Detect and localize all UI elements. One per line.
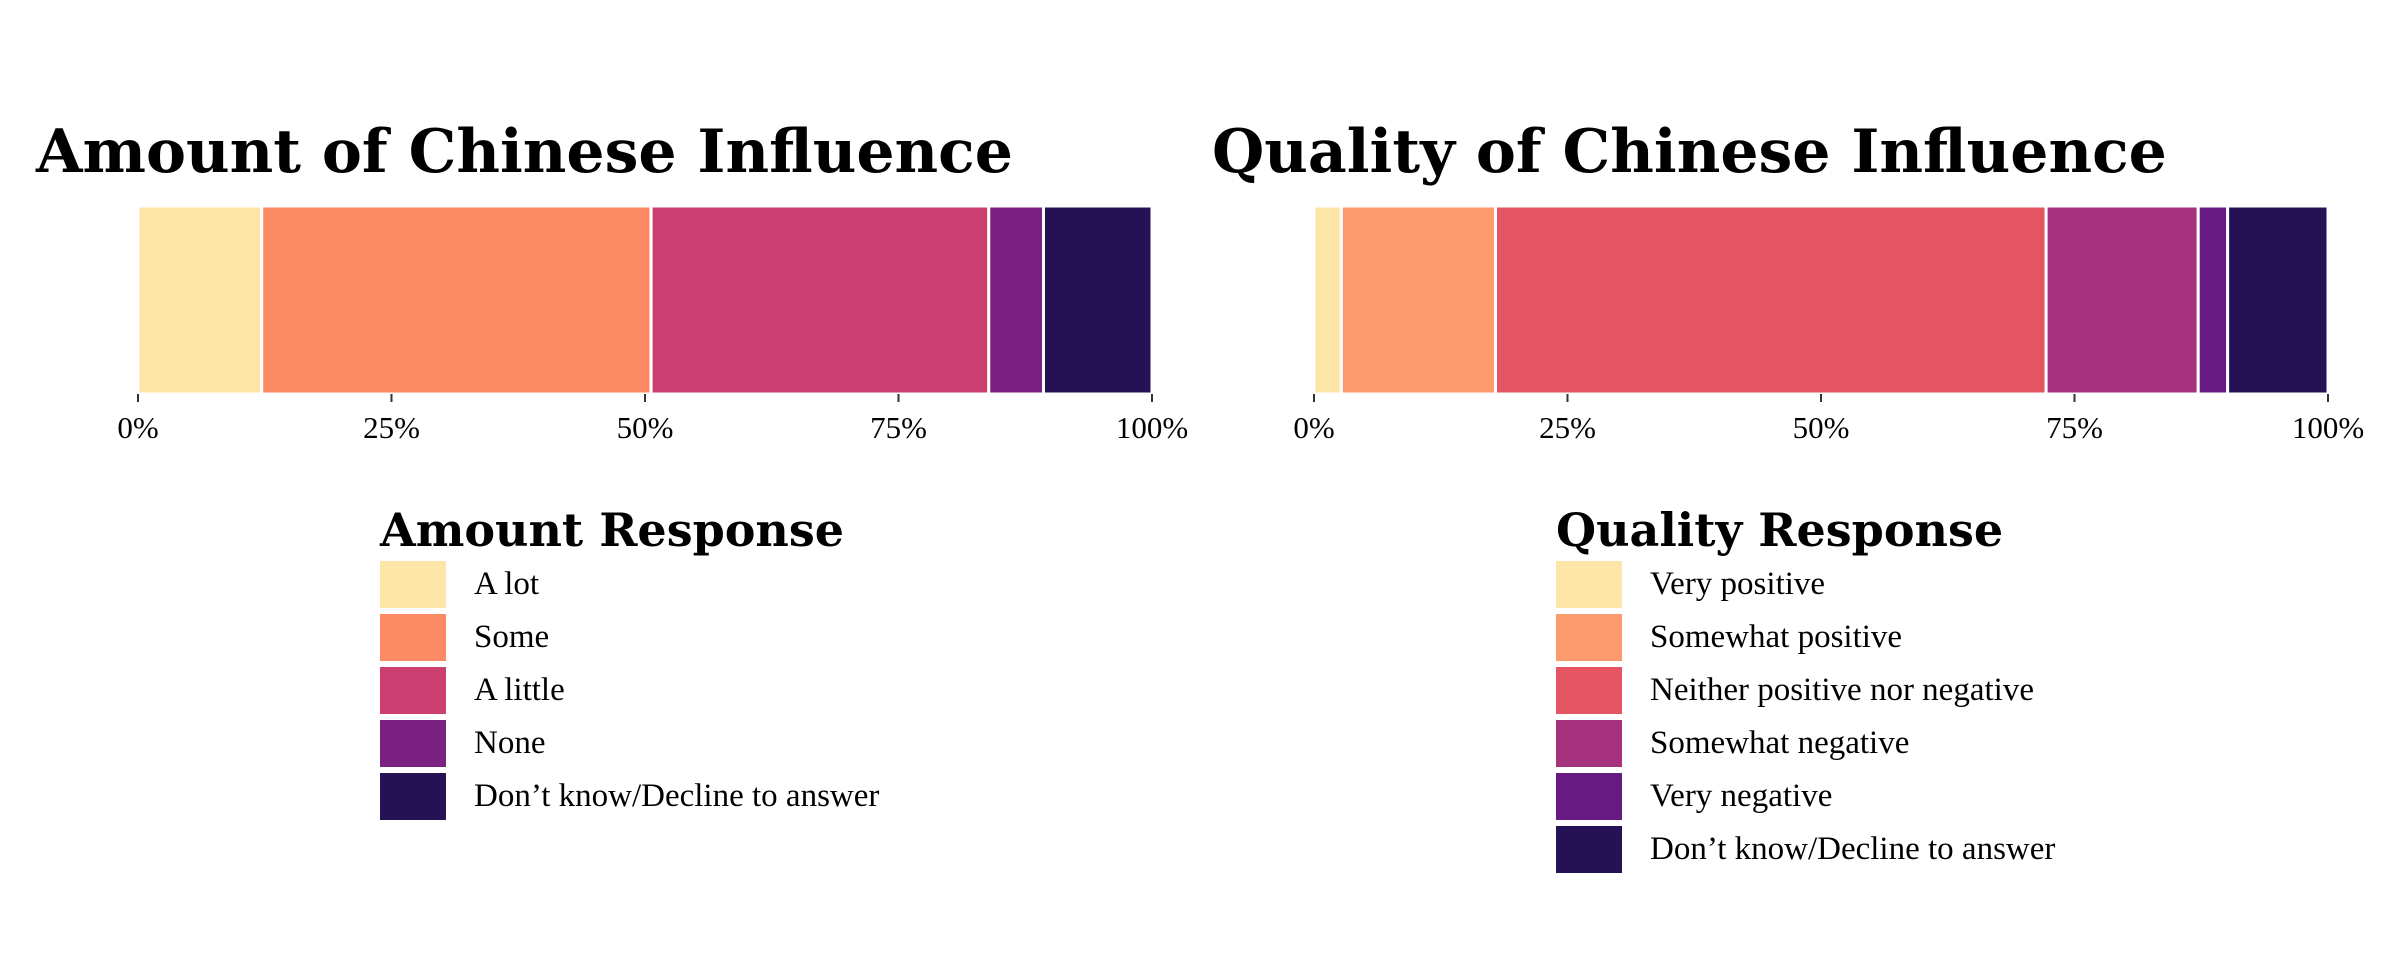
bar-segment xyxy=(2226,204,2330,396)
bar-segment xyxy=(2196,204,2230,396)
legend-title: Amount Response xyxy=(380,503,845,557)
legend-swatch xyxy=(1556,720,1622,767)
bar-segment xyxy=(260,204,653,396)
bar-segment xyxy=(1339,204,1498,396)
legend-label: Very negative xyxy=(1650,778,1833,814)
legend-item: None xyxy=(380,717,879,770)
bar-segment xyxy=(2044,204,2200,396)
x-tick-label: 25% xyxy=(363,410,420,445)
legend-label: Some xyxy=(474,619,550,655)
legend-item: Some xyxy=(380,611,879,664)
legend-item: A lot xyxy=(380,558,879,611)
legend-item: Don’t know/Decline to answer xyxy=(380,770,879,823)
x-tick-label: 25% xyxy=(1539,410,1596,445)
legend-label: A lot xyxy=(474,566,540,602)
chart-title: Amount of Chinese Influence xyxy=(36,117,1013,187)
legend-swatch xyxy=(380,561,446,608)
bar-segment xyxy=(1042,204,1154,396)
legend-title: Quality Response xyxy=(1556,503,2004,557)
legend-item: Very negative xyxy=(1556,770,2055,823)
legend-swatch xyxy=(380,614,446,661)
x-tick-label: 0% xyxy=(1293,410,1334,445)
x-tick-label: 50% xyxy=(1793,410,1850,445)
legend-label: None xyxy=(474,725,546,761)
legend-swatch xyxy=(1556,614,1622,661)
legend-label: Somewhat positive xyxy=(1650,619,1903,655)
legend-label: Don’t know/Decline to answer xyxy=(1650,831,2056,867)
quality-stacked-bar-chart: 0% 25% 50% 75% 100% xyxy=(1293,204,2364,445)
legend-item: Don’t know/Decline to answer xyxy=(1556,823,2055,876)
amount-stacked-bar-chart: 0% 25% 50% 75% 100% xyxy=(117,204,1188,445)
legend-item: Very positive xyxy=(1556,558,2055,611)
legend-label: Don’t know/Decline to answer xyxy=(474,778,880,814)
legend-swatch xyxy=(1556,667,1622,714)
quality-legend: Quality Response Very positive Somewhat p… xyxy=(1556,502,2055,876)
legend-item: Neither positive nor negative xyxy=(1556,664,2055,717)
legend-label: Somewhat negative xyxy=(1650,725,1910,761)
legend-items: A lot Some A little None Don’t know/Decline … xyxy=(380,558,879,823)
legend-label: A little xyxy=(474,672,565,708)
legend-item: A little xyxy=(380,664,879,717)
x-tick-label: 50% xyxy=(617,410,674,445)
bar-segment xyxy=(1312,204,1343,396)
legend-label: Very positive xyxy=(1650,566,1826,602)
legend-items: Very positive Somewhat positive Neither po… xyxy=(1556,558,2055,876)
x-tick-label: 0% xyxy=(117,410,158,445)
legend-label: Neither positive nor negative xyxy=(1650,672,2034,708)
legend-swatch xyxy=(380,720,446,767)
legend-item: Somewhat positive xyxy=(1556,611,2055,664)
legend-swatch xyxy=(1556,561,1622,608)
legend-swatch xyxy=(1556,826,1622,873)
legend-swatch xyxy=(1556,773,1622,820)
legend-swatch xyxy=(380,667,446,714)
bar-segment xyxy=(136,204,264,396)
x-tick-label: 100% xyxy=(2292,410,2364,445)
x-tick-label: 75% xyxy=(2046,410,2103,445)
bar-segment xyxy=(649,204,991,396)
x-tick-label: 75% xyxy=(870,410,927,445)
amount-legend: Amount Response A lot Some A little None Don… xyxy=(380,502,879,823)
bar-segment xyxy=(987,204,1046,396)
bar-segment xyxy=(1494,204,2048,396)
legend-item: Somewhat negative xyxy=(1556,717,2055,770)
x-tick-label: 100% xyxy=(1116,410,1188,445)
chart-title: Quality of Chinese Influence xyxy=(1212,117,2167,187)
legend-swatch xyxy=(380,773,446,820)
